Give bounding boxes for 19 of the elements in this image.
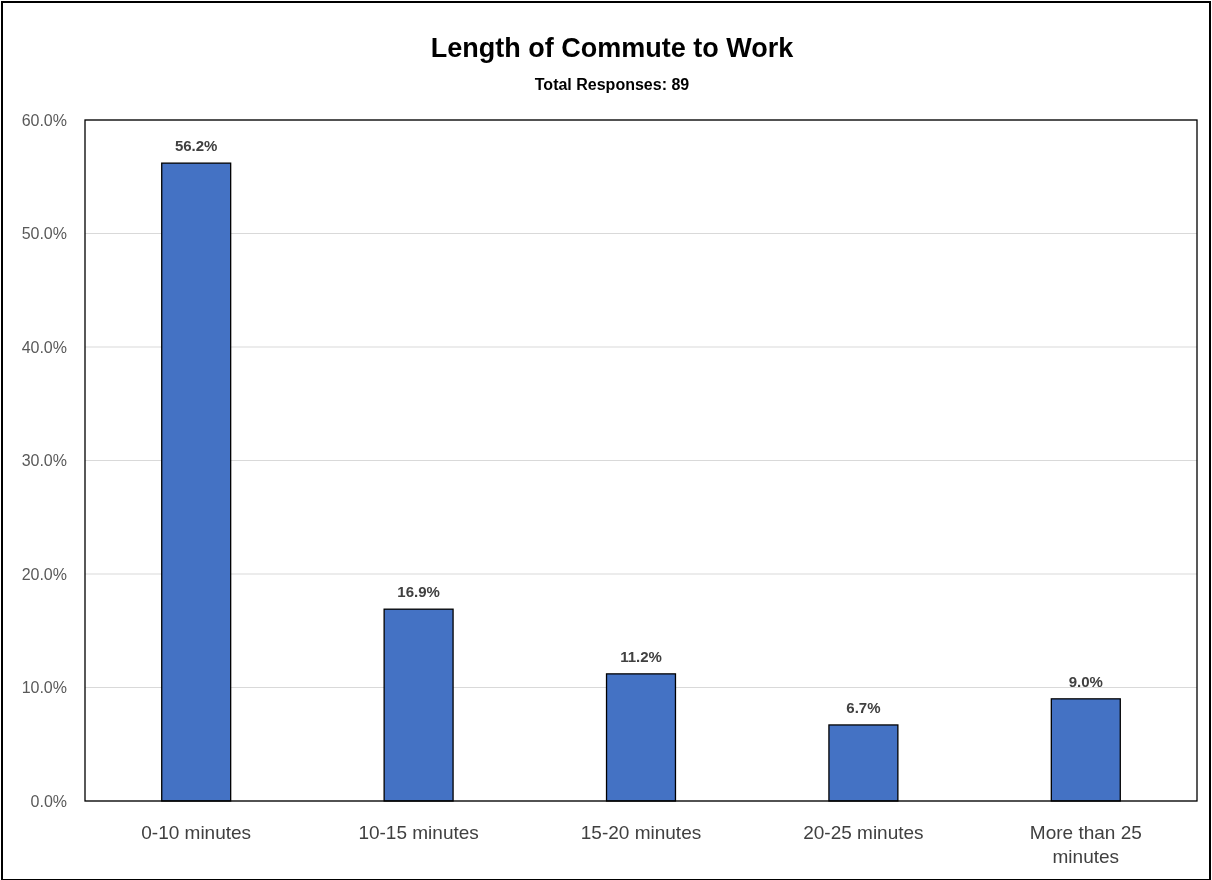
data-label: 56.2% [174,137,218,155]
data-label: 11.2% [620,647,662,665]
y-tick-label: 0.0% [30,792,67,810]
y-tick-label: 10.0% [21,679,67,697]
y-tick-label: 60.0% [21,111,67,129]
x-tick-label: 20-25 minutes [803,822,924,843]
y-tick-label: 50.0% [21,225,67,243]
y-tick-label: 20.0% [21,565,67,583]
x-tick-label: 15-20 minutes [580,822,702,843]
data-label: 6.7% [846,698,881,716]
y-tick-label: 40.0% [21,338,67,356]
data-label: 16.9% [397,583,440,601]
x-tick-label: 10-15 minutes [358,822,479,843]
x-tick-label: 0-10 minutes [141,822,252,843]
data-label: 9.0% [1068,672,1103,690]
y-tick-label: 30.0% [21,452,67,470]
chart-title: Length of Commute to Work [430,33,795,63]
chart-subtitle: Total Responses: 89 [534,76,690,93]
x-tick-label: More than 25 minutes [1029,822,1142,867]
